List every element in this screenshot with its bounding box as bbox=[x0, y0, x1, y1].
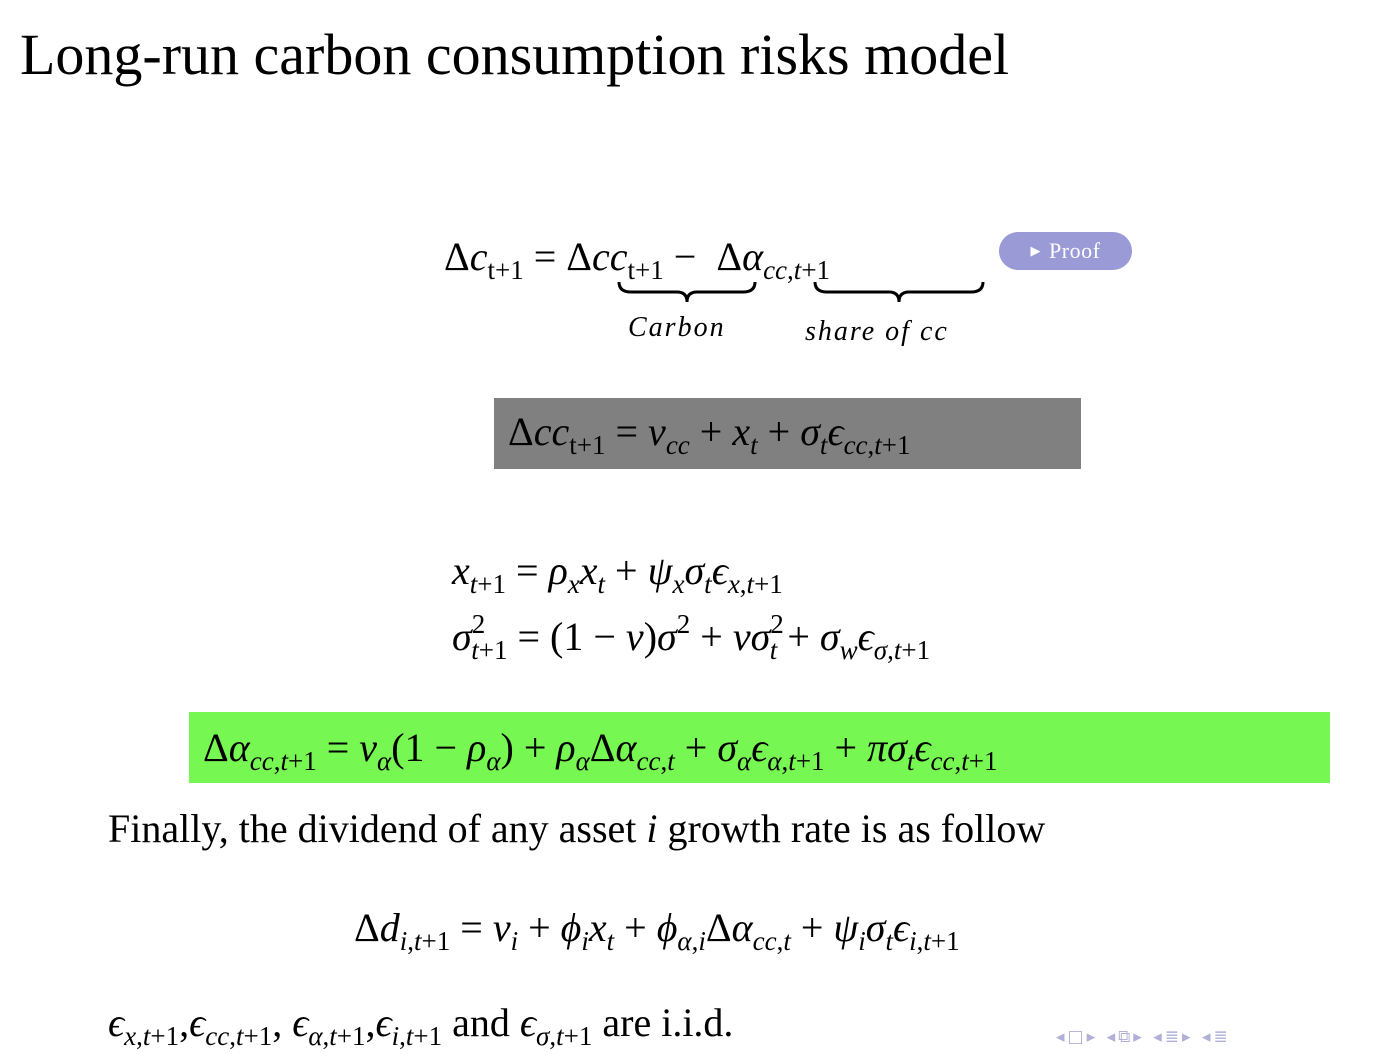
volatility-equation: σ2t+1 = (1 − ν)σ2 + νσ2t + σwϵσ,t+1 bbox=[452, 609, 931, 665]
triangle-left-icon[interactable]: ◂ bbox=[1153, 1027, 1165, 1047]
triangle-left-icon[interactable]: ◂ bbox=[1056, 1027, 1068, 1047]
brace-label-share-of-cc: share of cc bbox=[805, 316, 949, 347]
consumption-decomposition-equation: Δct+1 = Δcct+1 − Δαcc,t+1 bbox=[444, 234, 831, 285]
carbon-consumption-growth-box: Δcct+1 = νcc + xt + σtϵcc,t+1 bbox=[494, 398, 1081, 469]
triangle-left-icon[interactable]: ◂ bbox=[1106, 1027, 1119, 1047]
play-triangle-icon: ▶ bbox=[1030, 243, 1042, 258]
slide-title: Long-run carbon consumption risks model bbox=[20, 22, 1010, 87]
dividend-growth-equation: Δdi,t+1 = νi + ϕixt + ϕα,iΔαcc,t + ψiσtϵ… bbox=[354, 905, 960, 956]
triangle-right-icon[interactable]: ▸ bbox=[1133, 1027, 1145, 1047]
triangle-right-icon[interactable]: ▸ bbox=[1086, 1027, 1099, 1047]
beamer-navigation-bar: ◂□▸ ◂⧉▸ ◂≣▸ ◂≣ bbox=[1056, 1027, 1231, 1047]
proof-button[interactable]: ▶ Proof bbox=[999, 232, 1132, 270]
triangle-right-icon[interactable]: ▸ bbox=[1182, 1027, 1194, 1047]
dividend-intro-text: Finally, the dividend of any asset i gro… bbox=[108, 806, 1045, 852]
underbrace-share bbox=[813, 281, 985, 303]
outline-icon[interactable]: ≣ bbox=[1213, 1027, 1231, 1047]
brace-label-carbon: Carbon bbox=[628, 312, 726, 343]
carbon-share-dynamics-equation: Δαcc,t+1 = να(1 − ρα) + ραΔαcc,t + σαϵα,… bbox=[203, 725, 998, 776]
carbon-share-dynamics-box: Δαcc,t+1 = να(1 − ρα) + ραΔαcc,t + σαϵα,… bbox=[189, 712, 1330, 783]
iid-and-word: and bbox=[452, 1000, 510, 1045]
dividend-intro-before: Finally, the dividend of any asset bbox=[108, 806, 647, 851]
triangle-left-icon[interactable]: ◂ bbox=[1201, 1027, 1214, 1047]
underbrace-carbon bbox=[617, 281, 757, 303]
iid-statement: ϵx,t+1,ϵcc,t+1, ϵα,t+1,ϵi,t+1 and ϵσ,t+1… bbox=[108, 1000, 734, 1051]
proof-button-label: Proof bbox=[1049, 238, 1101, 263]
subsection-icon[interactable]: ⧉ bbox=[1118, 1027, 1134, 1047]
dividend-intro-after: growth rate is as follow bbox=[657, 806, 1046, 851]
long-run-risk-equation: xt+1 = ρxxt + ψxσtϵx,t+1 bbox=[452, 548, 783, 599]
dividend-intro-var: i bbox=[646, 806, 658, 851]
iid-text: are i.i.d. bbox=[602, 1000, 734, 1045]
carbon-consumption-growth-equation: Δcct+1 = νcc + xt + σtϵcc,t+1 bbox=[508, 409, 911, 460]
section-icon[interactable]: ≣ bbox=[1164, 1027, 1182, 1047]
frame-icon[interactable]: □ bbox=[1067, 1027, 1087, 1047]
